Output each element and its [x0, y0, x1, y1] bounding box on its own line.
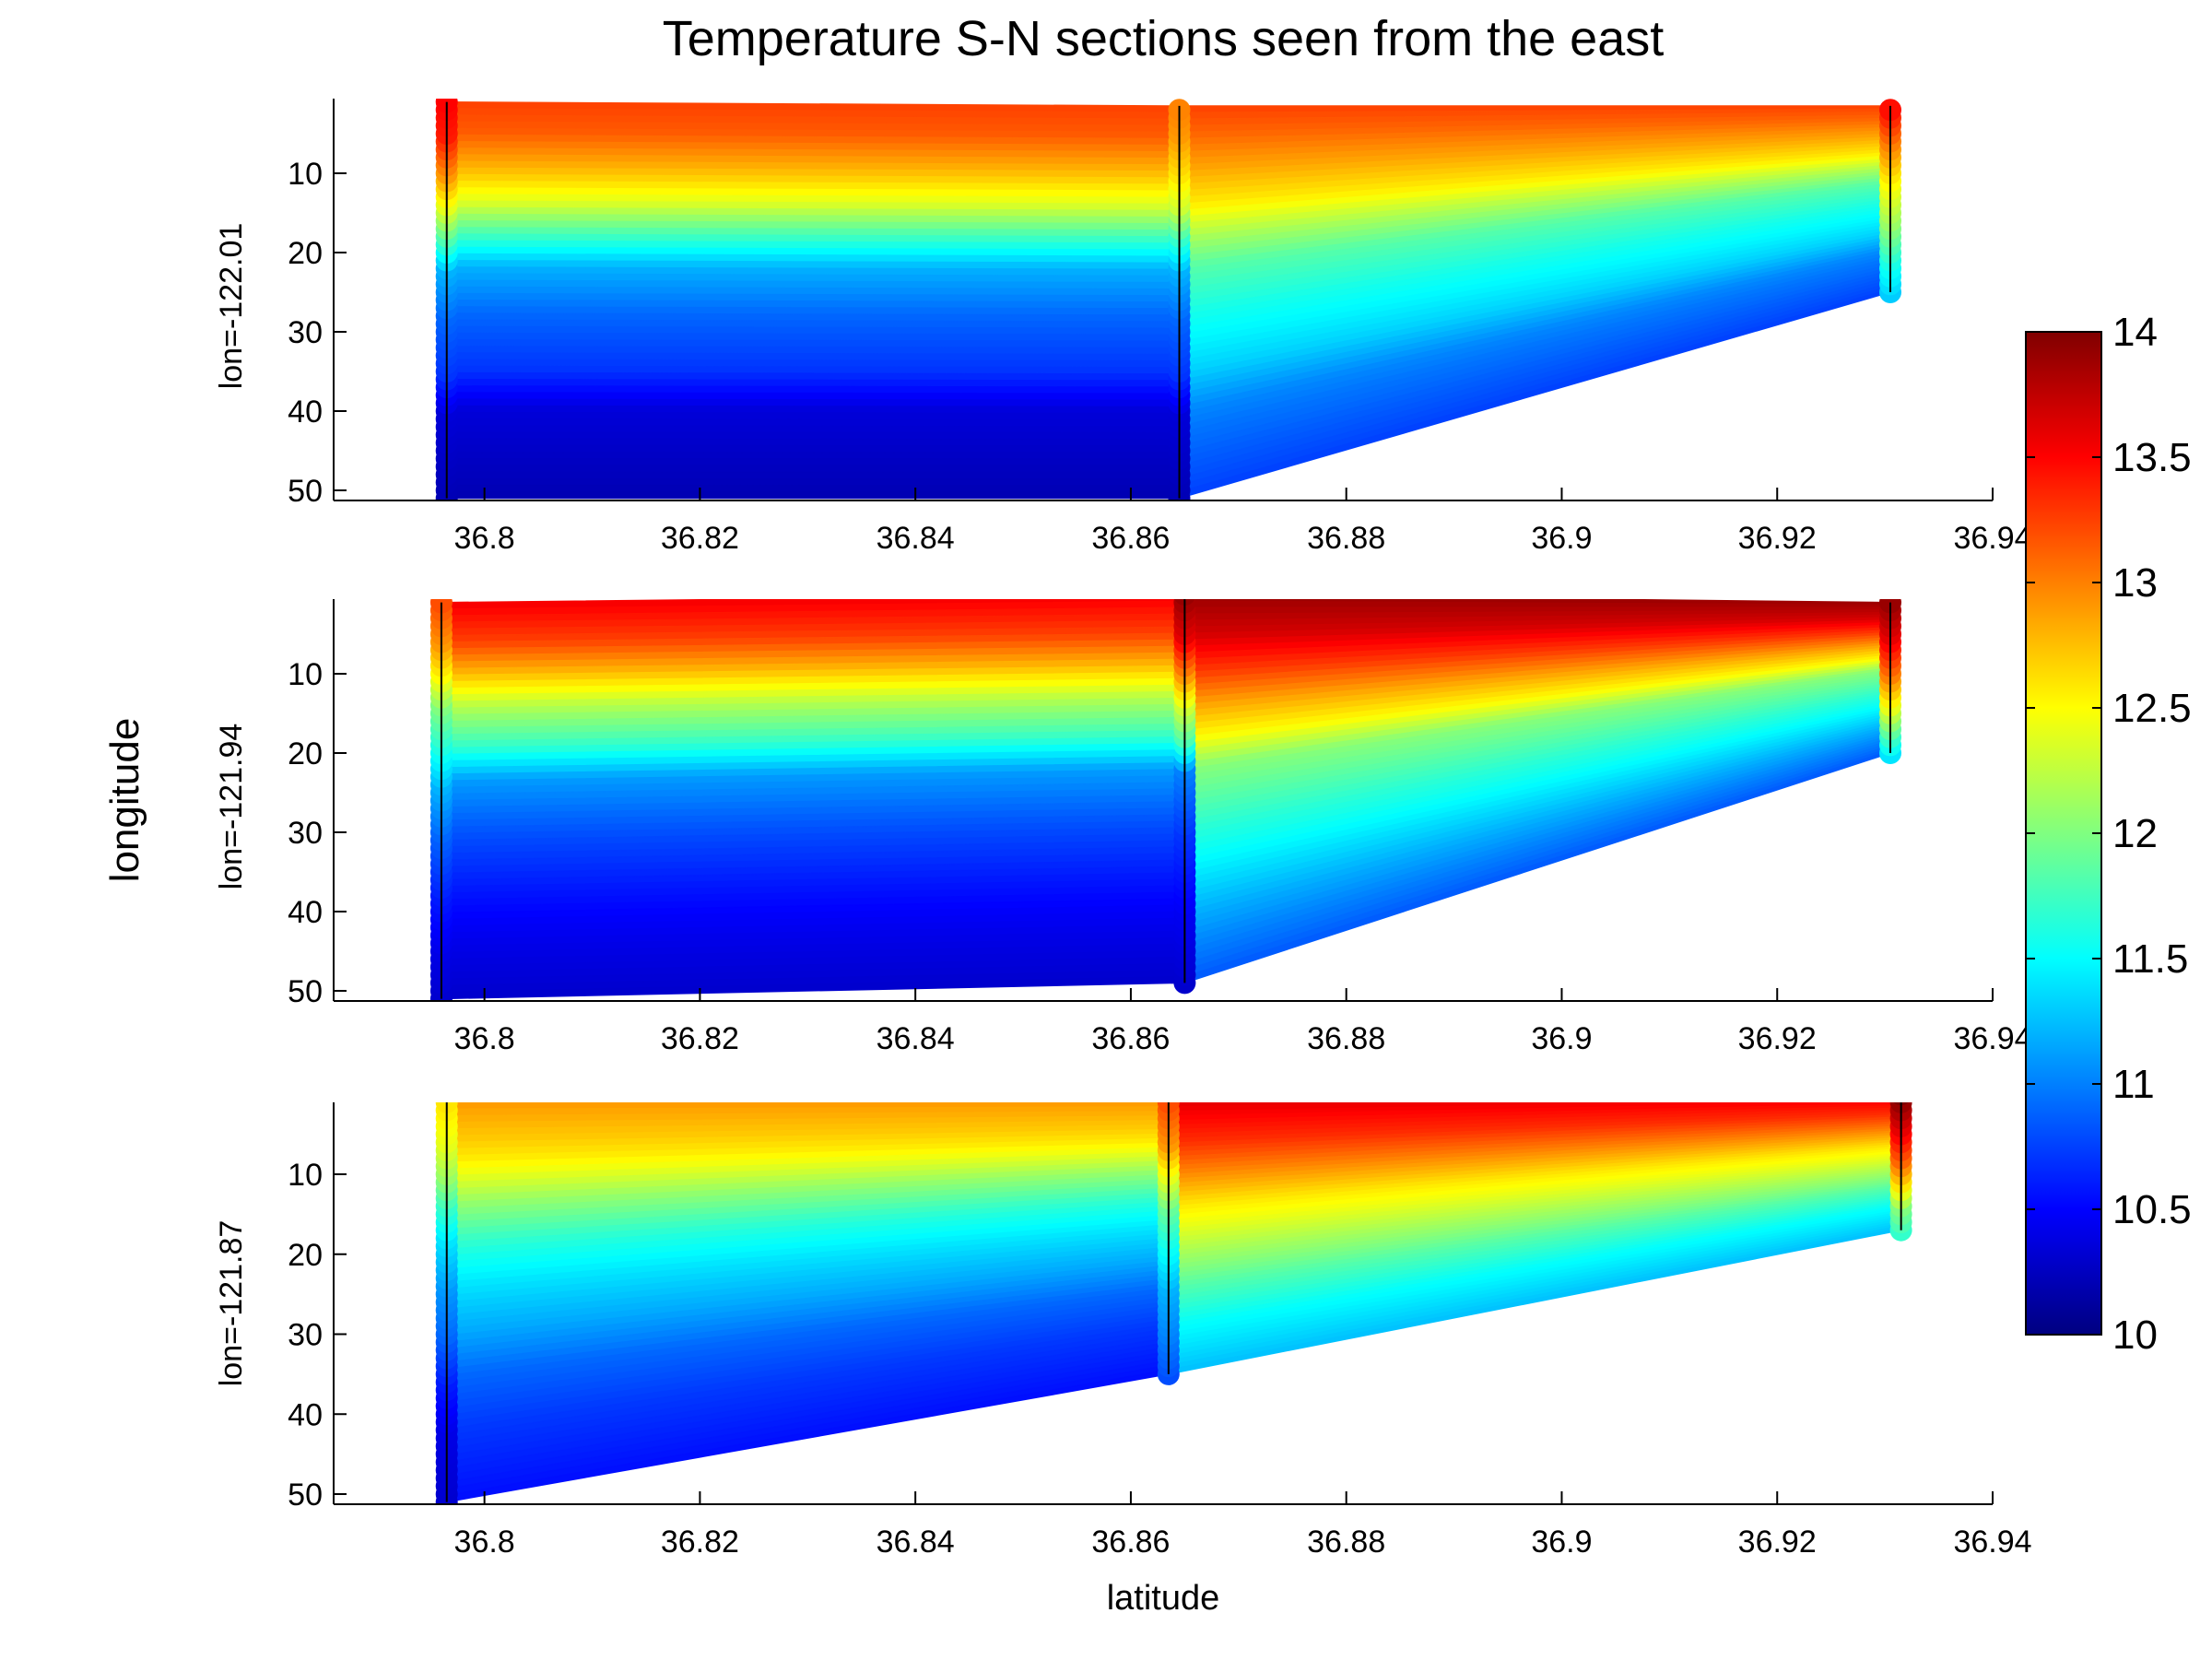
y-tick-label: 10	[288, 157, 323, 192]
panel-2-plot-area	[429, 599, 1901, 1001]
x-tick-label: 36.88	[1307, 1021, 1385, 1056]
x-tick-label: 36.88	[1307, 521, 1385, 556]
x-tick-label: 36.86	[1091, 1525, 1170, 1560]
temperature-cell	[446, 477, 1181, 487]
panel-2-y-label: lon=-121.94	[214, 724, 249, 890]
figure-y-label: longitude	[102, 718, 147, 883]
y-tick-label: 50	[288, 1478, 323, 1513]
y-tick-label: 40	[288, 1397, 323, 1432]
panel-3-plot-area	[435, 1102, 1912, 1504]
x-tick-label: 36.82	[661, 1525, 739, 1560]
x-tick-label: 36.92	[1738, 1525, 1817, 1560]
y-tick-label: 40	[288, 394, 323, 430]
x-tick-label: 36.94	[1953, 1021, 2031, 1056]
x-tick-label: 36.92	[1738, 1021, 1817, 1056]
panel-1-stations	[435, 99, 1901, 500]
x-tick-label: 36.84	[877, 1525, 955, 1560]
x-tick-label: 36.94	[1953, 521, 2031, 556]
panel-3-temperature-field	[446, 1102, 1902, 1503]
y-tick-label: 30	[288, 1318, 323, 1353]
temperature-cell	[446, 457, 1181, 466]
panel-2-stations	[429, 599, 1901, 1001]
panel-1-y-ticks: 10 20 30 40 50	[288, 157, 347, 509]
colorbar: 14 13.5 13 12.5 12 11.5 11 10.5 10	[2025, 310, 2192, 1358]
temperature-cell	[446, 471, 1181, 479]
panel-3-y-ticks: 10 20 30 40 50	[288, 1158, 347, 1513]
panel-2-axes	[333, 599, 1993, 1002]
panel-3-x-ticks: 36.8 36.82 36.84 36.86 36.88 36.9 36.92 36.94	[454, 1491, 2032, 1560]
colorbar-tick-label: 14	[2112, 310, 2158, 355]
x-tick-label: 36.9	[1531, 521, 1592, 556]
colorbar-tick-label: 11.5	[2112, 936, 2188, 982]
panel-3-axes	[333, 1102, 1993, 1505]
x-tick-label: 36.84	[877, 1021, 955, 1056]
x-tick-label: 36.8	[454, 1525, 515, 1560]
temperature-cell	[446, 444, 1181, 453]
colorbar-ticks: 14 13.5 13 12.5 12 11.5 11 10.5 10	[2026, 310, 2192, 1358]
y-tick-label: 40	[288, 895, 323, 930]
y-tick-label: 20	[288, 236, 323, 271]
temperature-cell	[446, 490, 1181, 500]
x-tick-label: 36.84	[877, 521, 955, 556]
panel-2-y-ticks: 10 20 30 40 50	[288, 657, 347, 1009]
colorbar-tick-label: 10.5	[2112, 1187, 2192, 1232]
y-tick-label: 50	[288, 974, 323, 1009]
temperature-cell	[446, 484, 1181, 493]
x-tick-label: 36.94	[1953, 1525, 2031, 1560]
x-tick-label: 36.86	[1091, 1021, 1170, 1056]
colorbar-bar	[2025, 331, 2102, 1336]
x-tick-label: 36.88	[1307, 1525, 1385, 1560]
panel-3-y-label: lon=-121.87	[214, 1220, 249, 1387]
colorbar-tick-label: 12.5	[2112, 686, 2192, 731]
panel-3-stations	[435, 1102, 1912, 1504]
x-tick-label: 36.8	[454, 521, 515, 556]
x-tick-label: 36.82	[661, 521, 739, 556]
x-tick-label: 36.82	[661, 1021, 739, 1056]
x-tick-label: 36.9	[1531, 1021, 1592, 1056]
temperature-cell	[446, 438, 1181, 447]
temperature-cell	[446, 431, 1181, 441]
y-tick-label: 20	[288, 1238, 323, 1273]
y-tick-label: 20	[288, 736, 323, 771]
temperature-cell	[446, 451, 1181, 460]
temperature-cell	[446, 465, 1181, 473]
y-tick-label: 50	[288, 474, 323, 509]
colorbar-tick-label: 13.5	[2112, 435, 2192, 480]
colorbar-tick-label: 13	[2112, 560, 2158, 606]
panel-2-temperature-field	[441, 599, 1891, 1000]
x-tick-label: 36.86	[1091, 521, 1170, 556]
y-tick-label: 30	[288, 816, 323, 851]
station-sample-marker	[1893, 1102, 1909, 1106]
figure-title: Temperature S-N sections seen from the e…	[663, 11, 1665, 66]
panel-1-x-ticks: 36.8 36.82 36.84 36.86 36.88 36.9 36.92 36.94	[454, 488, 2032, 556]
panel-2-x-ticks: 36.8 36.82 36.84 36.86 36.88 36.9 36.92 36.94	[454, 988, 2032, 1056]
colorbar-tick-label: 10	[2112, 1313, 2158, 1358]
x-tick-label: 36.8	[454, 1021, 515, 1056]
panel-1-axes	[333, 99, 1993, 501]
colorbar-tick-label: 11	[2112, 1062, 2155, 1107]
x-tick-label: 36.92	[1738, 521, 1817, 556]
x-axis-label: latitude	[1107, 1579, 1220, 1618]
panel-1-y-label: lon=-122.01	[214, 223, 249, 390]
x-tick-label: 36.9	[1531, 1525, 1592, 1560]
y-tick-label: 30	[288, 315, 323, 350]
panel-1-plot-area	[435, 99, 1901, 500]
y-tick-label: 10	[288, 657, 323, 692]
y-tick-label: 10	[288, 1158, 323, 1193]
colorbar-tick-label: 12	[2112, 811, 2158, 856]
